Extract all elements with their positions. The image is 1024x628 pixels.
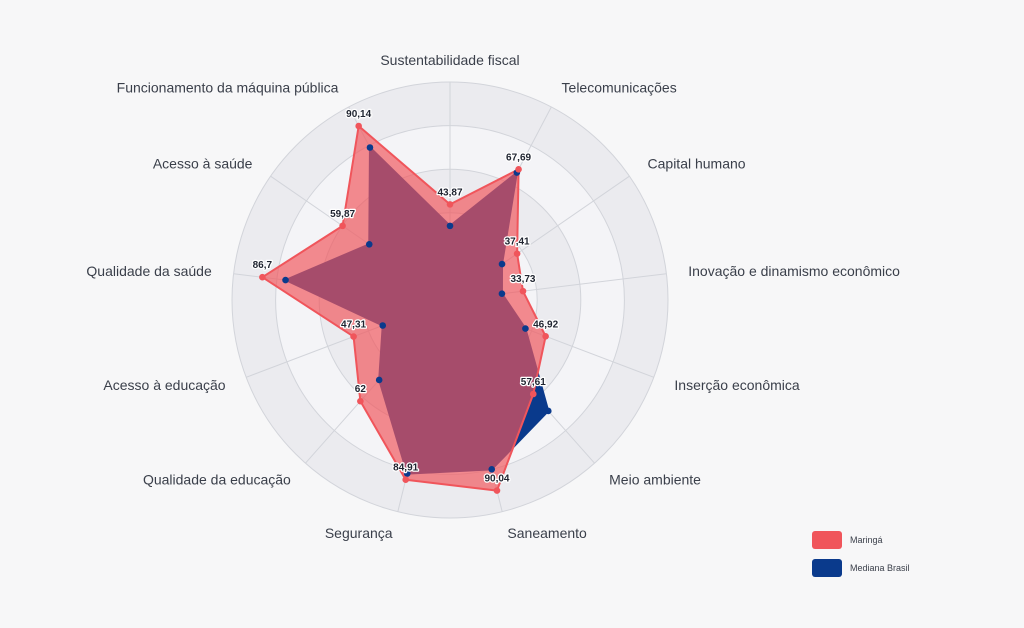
- value-label: 62: [355, 384, 367, 395]
- legend-label-maringa: Maringá: [850, 535, 883, 545]
- axis-label: Inovação e dinamismo econômico: [688, 263, 900, 279]
- value-label: 37,41: [505, 237, 530, 248]
- axis-label: Sustentabilidade fiscal: [380, 52, 519, 68]
- data-point-maring-[interactable]: [542, 332, 549, 340]
- data-point-maring-[interactable]: [529, 390, 537, 398]
- data-point-mediana-brasil[interactable]: [282, 276, 289, 284]
- data-point-mediana-brasil[interactable]: [522, 325, 529, 332]
- value-label: 90,14: [346, 109, 371, 120]
- axis-label: Funcionamento da máquina pública: [117, 79, 339, 95]
- data-point-maring-[interactable]: [355, 122, 362, 130]
- data-point-maring-[interactable]: [446, 201, 454, 208]
- axis-labels: Sustentabilidade fiscal Telecomunicações C…: [86, 52, 900, 541]
- value-label: 84,91: [393, 463, 418, 474]
- series-area-maring-[interactable]: [261, 125, 547, 492]
- axis-label: Qualidade da educação: [143, 472, 291, 488]
- axis-label: Qualidade da saúde: [86, 263, 212, 279]
- data-point-mediana-brasil[interactable]: [498, 290, 506, 297]
- data-point-mediana-brasil[interactable]: [366, 144, 374, 151]
- value-label: 67,69: [506, 152, 531, 163]
- value-label: 90,04: [484, 474, 509, 485]
- value-label: 43,87: [437, 187, 462, 198]
- data-point-mediana-brasil[interactable]: [403, 470, 411, 477]
- axis-label: Telecomunicações: [562, 79, 677, 95]
- value-label: 86,7: [253, 260, 273, 271]
- data-point-mediana-brasil[interactable]: [375, 376, 383, 384]
- data-point-mediana-brasil[interactable]: [379, 322, 387, 329]
- data-point-mediana-brasil[interactable]: [545, 407, 552, 415]
- value-label: 57,61: [521, 377, 546, 388]
- radar-series: [259, 122, 552, 494]
- data-point-maring-[interactable]: [513, 250, 521, 257]
- axis-label: Acesso à educação: [103, 377, 225, 393]
- legend-swatch-mediana-brasil: [812, 559, 842, 577]
- data-point-maring-[interactable]: [339, 222, 346, 230]
- data-point-mediana-brasil[interactable]: [488, 466, 496, 473]
- legend-label-mediana-brasil: Mediana Brasil: [850, 563, 910, 573]
- value-label: 59,87: [330, 209, 355, 220]
- data-point-maring-[interactable]: [515, 166, 522, 173]
- data-point-maring-[interactable]: [519, 287, 527, 295]
- axis-label: Capital humano: [648, 156, 746, 172]
- data-point-maring-[interactable]: [357, 397, 364, 405]
- value-label: 46,92: [533, 319, 558, 330]
- value-label: 33,73: [510, 274, 535, 285]
- axis-label: Inserção econômica: [674, 377, 800, 393]
- legend: Maringá Mediana Brasil: [812, 530, 910, 586]
- data-point-mediana-brasil[interactable]: [498, 260, 506, 268]
- value-label: 47,31: [341, 320, 366, 331]
- legend-item-mediana-brasil[interactable]: Mediana Brasil: [812, 558, 910, 578]
- legend-item-maringa[interactable]: Maringá: [812, 530, 910, 550]
- data-point-mediana-brasil[interactable]: [446, 222, 454, 230]
- data-point-maring-[interactable]: [493, 487, 501, 494]
- axis-label: Acesso à saúde: [153, 156, 253, 172]
- axis-label: Segurança: [325, 525, 393, 541]
- axis-label: Saneamento: [507, 525, 587, 541]
- data-point-mediana-brasil[interactable]: [365, 240, 373, 248]
- data-point-maring-[interactable]: [350, 333, 357, 340]
- value-labels: 43,87 67,69 37,41 33,73 46,92 57,61 90,04 84,91…: [251, 108, 559, 486]
- axis-label: Meio ambiente: [609, 472, 701, 488]
- legend-swatch-maringa: [812, 531, 842, 549]
- data-point-maring-[interactable]: [402, 476, 410, 484]
- data-point-maring-[interactable]: [259, 273, 266, 281]
